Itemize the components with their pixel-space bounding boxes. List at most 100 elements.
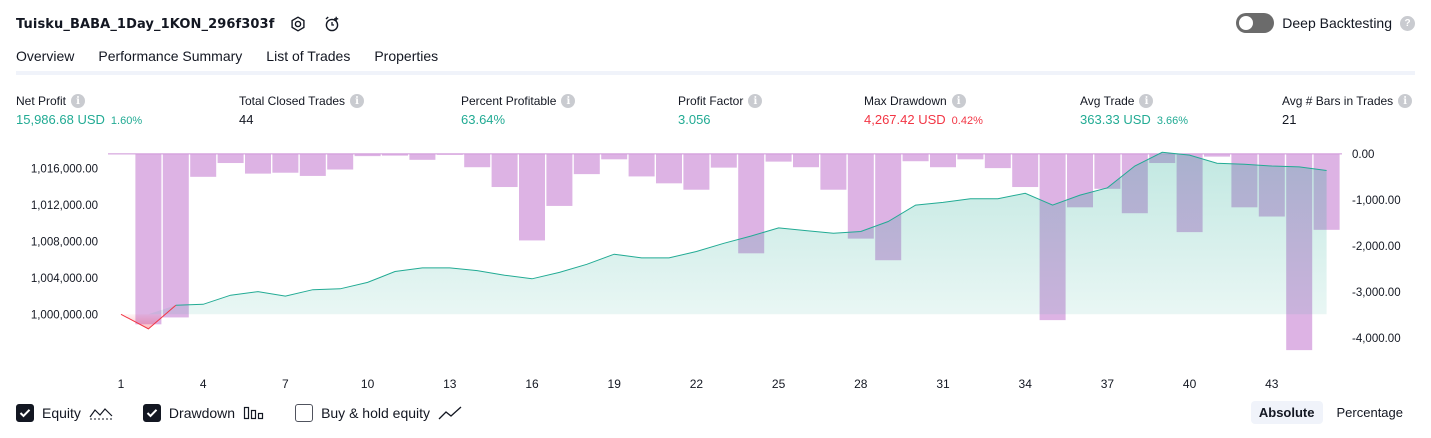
- x-axis-tick: 7: [282, 377, 289, 391]
- stat-value: 63.64%: [461, 112, 506, 127]
- scale-toggle: Absolute Percentage: [1250, 401, 1411, 424]
- equity-label: Equity: [42, 405, 81, 421]
- percentage-button[interactable]: Percentage: [1336, 405, 1404, 420]
- stat-percent: 3.66%: [1156, 115, 1189, 127]
- drawdown-checkbox[interactable]: [142, 404, 161, 422]
- stat-value: 21: [1282, 112, 1297, 127]
- header: Tuisku_BABA_1Day_1KON_296f303f: [16, 12, 342, 36]
- strategy-title: Tuisku_BABA_1Day_1KON_296f303f: [16, 16, 275, 32]
- stat-label: Total Closed Trades: [239, 94, 346, 108]
- right-axis-tick: -3,000.00: [1352, 287, 1401, 299]
- deep-backtesting-toggle[interactable]: [1236, 13, 1275, 33]
- stat-percent-profitable: Percent Profitable i 63.64%: [461, 92, 576, 127]
- drawdown-bar: [984, 153, 1011, 169]
- info-icon[interactable]: i: [350, 94, 365, 108]
- chart-legend: Equity Drawdown Buy & hold equity: [16, 404, 462, 422]
- drawdown-bar: [1012, 153, 1039, 188]
- drawdown-bar: [354, 153, 381, 157]
- stat-avg-trade: Avg Trade i 363.33 USD 3.66%: [1080, 92, 1188, 127]
- drawdown-bar: [820, 153, 847, 190]
- buy-hold-label: Buy & hold equity: [321, 405, 431, 421]
- right-axis-tick: -4,000.00: [1352, 333, 1401, 345]
- left-axis-tick: 1,004,000.00: [31, 273, 98, 285]
- drawdown-bar: [190, 153, 217, 177]
- drawdown-bar: [957, 153, 984, 160]
- x-axis-tick: 22: [690, 377, 704, 391]
- tab-list-of-trades[interactable]: List of Trades: [266, 48, 351, 64]
- drawdown-bar: [683, 153, 710, 190]
- drawdown-bar: [135, 153, 162, 325]
- drawdown-bar: [491, 153, 518, 188]
- drawdown-bar: [272, 153, 299, 173]
- drawdown-bar: [793, 153, 819, 168]
- x-axis-tick: 31: [936, 377, 950, 391]
- buy-hold-line-icon: [438, 406, 462, 420]
- drawdown-bar: [464, 153, 491, 168]
- drawdown-bar: [299, 153, 326, 176]
- legend-equity[interactable]: Equity: [16, 404, 113, 422]
- stat-total-closed-trades: Total Closed Trades i 44: [239, 92, 365, 127]
- stat-label: Avg Trade: [1080, 94, 1135, 108]
- x-axis-tick: 28: [854, 377, 868, 391]
- tab-divider: [16, 71, 1415, 75]
- x-axis-tick: 1: [118, 377, 125, 391]
- drawdown-bar: [1204, 153, 1230, 157]
- x-axis-tick: 40: [1183, 377, 1197, 391]
- info-icon[interactable]: i: [71, 94, 86, 108]
- stat-net-profit: Net Profit i 15,986.68 USD 1.60%: [16, 92, 142, 127]
- stat-avg-bars: Avg # Bars in Trades i 21: [1282, 92, 1413, 127]
- drawdown-label: Drawdown: [168, 405, 236, 421]
- drawdown-bar: [847, 153, 874, 239]
- stat-percent: 0.42%: [951, 115, 983, 127]
- buy-hold-checkbox[interactable]: [295, 404, 314, 422]
- drawdown-bar: [628, 153, 655, 177]
- stat-value: 44: [239, 112, 254, 127]
- right-axis-tick: 0.00: [1352, 149, 1374, 161]
- drawdown-bar: [217, 153, 244, 164]
- drawdown-bar: [902, 153, 929, 162]
- info-icon[interactable]: i: [1139, 94, 1154, 108]
- stat-label: Avg # Bars in Trades: [1282, 94, 1394, 108]
- x-axis-tick: 37: [1101, 377, 1115, 391]
- x-axis-tick: 4: [200, 377, 207, 391]
- tab-properties[interactable]: Properties: [374, 48, 439, 64]
- x-axis-tick: 16: [525, 377, 539, 391]
- stat-value: 15,986.68 USD: [16, 112, 105, 127]
- toggle-knob: [1239, 16, 1254, 30]
- settings-gear-icon[interactable]: [288, 14, 308, 34]
- absolute-button[interactable]: Absolute: [1250, 401, 1323, 424]
- alarm-clock-add-icon[interactable]: [322, 14, 342, 34]
- drawdown-bar: [765, 153, 792, 162]
- x-axis-tick: 10: [361, 377, 375, 391]
- stat-max-drawdown: Max Drawdown i 4,267.42 USD 0.42%: [864, 92, 983, 127]
- equity-loss-area: [121, 314, 166, 329]
- x-axis-tick: 43: [1265, 377, 1279, 391]
- drawdown-bar: [656, 153, 682, 184]
- left-axis-tick: 1,000,000.00: [31, 309, 98, 321]
- equity-loss-line: [120, 304, 177, 330]
- help-question-icon[interactable]: ?: [1400, 15, 1415, 31]
- left-axis-tick: 1,012,000.00: [31, 200, 98, 212]
- drawdown-bar: [573, 153, 600, 175]
- drawdown-bar: [382, 153, 408, 156]
- drawdown-bar: [409, 153, 436, 160]
- info-icon[interactable]: i: [748, 94, 763, 108]
- legend-drawdown[interactable]: Drawdown: [142, 404, 265, 422]
- drawdown-bar: [327, 153, 354, 170]
- drawdown-bar: [601, 153, 628, 160]
- stat-profit-factor: Profit Factor i 3.056: [678, 92, 763, 127]
- stat-label: Max Drawdown: [864, 94, 947, 108]
- legend-buy-hold[interactable]: Buy & hold equity: [295, 404, 462, 422]
- tab-performance-summary[interactable]: Performance Summary: [98, 48, 243, 64]
- equity-drawdown-chart[interactable]: 1,000,000.00 1,004,000.00 1,008,000.00 1,01…: [0, 140, 1431, 392]
- info-icon[interactable]: i: [1398, 94, 1413, 108]
- drawdown-bar: [546, 153, 573, 206]
- tab-bar: Overview Performance Summary List of Tra…: [16, 48, 438, 74]
- info-icon[interactable]: i: [951, 94, 966, 108]
- x-axis-tick: 19: [608, 377, 622, 391]
- stat-value: 363.33 USD: [1080, 112, 1151, 127]
- equity-checkbox[interactable]: [16, 404, 34, 422]
- stat-percent: 1.60%: [110, 115, 143, 127]
- info-icon[interactable]: i: [561, 94, 576, 108]
- right-axis-tick: -1,000.00: [1352, 195, 1401, 207]
